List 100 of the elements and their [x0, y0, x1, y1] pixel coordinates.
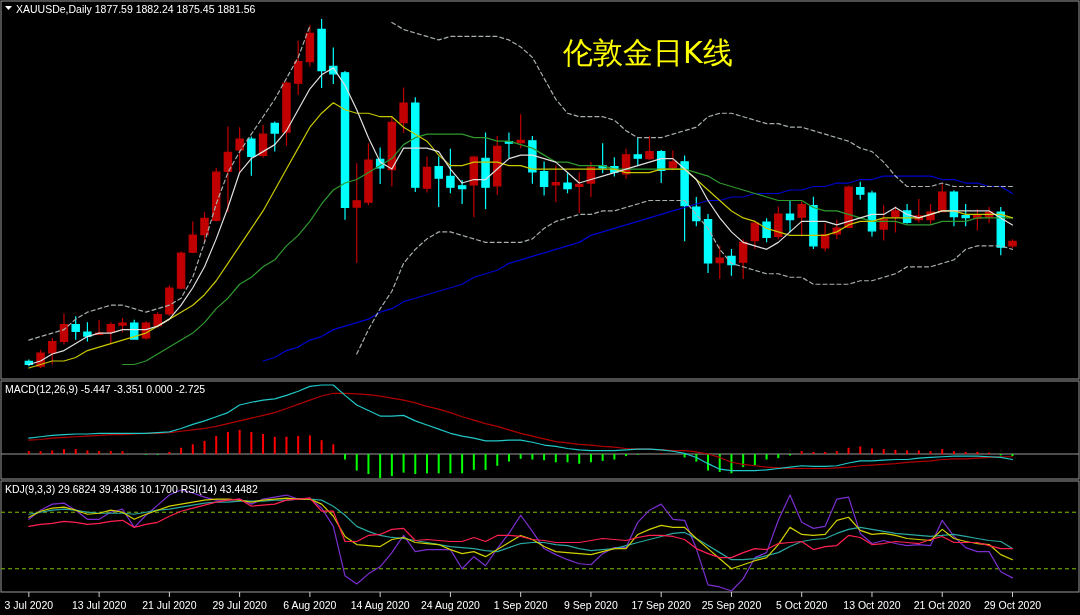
candlestick: [71, 315, 80, 341]
bar: [109, 451, 112, 454]
candlestick: [118, 317, 127, 333]
bar: [238, 429, 241, 454]
bar: [379, 454, 382, 479]
bar: [180, 447, 183, 454]
bar: [859, 446, 862, 454]
candlestick: [317, 18, 326, 89]
bar: [285, 436, 288, 454]
x-tick-label: 5 Oct 2020: [776, 599, 828, 611]
bar: [566, 454, 569, 463]
bar: [215, 436, 218, 454]
annotation: KDJ(9,3,3) 29.6824 39.4386 10.1700 RSI(14) 43.4482: [5, 483, 258, 495]
bar: [507, 454, 510, 462]
bar: [578, 454, 581, 464]
candlestick: [364, 142, 373, 206]
bar: [168, 451, 171, 454]
candlestick: [879, 204, 888, 242]
x-tick-label: 6 Aug 2020: [283, 599, 337, 611]
candlestick: [539, 160, 549, 197]
bar: [625, 454, 628, 457]
candlestick: [352, 162, 361, 264]
bar: [203, 440, 206, 454]
bar: [308, 435, 311, 454]
bar: [800, 451, 803, 454]
candlestick: [235, 126, 244, 174]
candlestick: [446, 148, 455, 194]
bar: [882, 449, 885, 454]
x-tick-label: 29 Oct 2020: [983, 599, 1042, 611]
candlestick: [762, 217, 771, 243]
x-tick-label: 21 Jul 2020: [142, 599, 197, 611]
candlestick: [1008, 238, 1017, 249]
x-tick-label: 9 Sep 2020: [564, 599, 618, 611]
candlestick: [797, 200, 806, 238]
bar: [976, 451, 979, 454]
bar: [484, 454, 487, 470]
bar: [461, 454, 464, 474]
x-tick-label: 21 Oct 2020: [913, 599, 971, 611]
candlestick: [83, 321, 92, 343]
candlestick: [633, 137, 643, 167]
bar: [519, 454, 522, 459]
candlestick: [48, 337, 57, 366]
bar: [426, 454, 428, 474]
candlestick: [493, 135, 502, 196]
candlestick: [938, 182, 947, 213]
candlestick: [738, 238, 748, 280]
bar: [847, 447, 850, 454]
x-tick-label: 25 Sep 2020: [701, 599, 762, 611]
candlestick: [153, 311, 162, 329]
bar: [414, 454, 417, 475]
candlestick: [774, 205, 783, 240]
x-tick-label: 13 Oct 2020: [843, 599, 901, 611]
bar: [344, 454, 347, 460]
candlestick: [785, 200, 795, 233]
candlestick: [223, 125, 233, 213]
bar: [964, 451, 967, 454]
bar: [191, 444, 194, 454]
x-tick-label: 13 Jul 2020: [71, 599, 127, 611]
candlestick: [809, 196, 818, 250]
candlestick: [293, 40, 303, 96]
bar: [753, 454, 756, 466]
candlestick: [820, 222, 830, 253]
bar: [589, 454, 592, 463]
candlestick: [399, 86, 408, 134]
bar: [1011, 454, 1014, 457]
bar: [835, 451, 838, 454]
bar: [742, 454, 745, 468]
candlestick: [856, 181, 865, 201]
candlestick: [258, 124, 268, 159]
candlestick: [422, 155, 432, 194]
candlestick: [59, 312, 69, 346]
candlestick: [680, 154, 689, 242]
bar: [250, 431, 253, 454]
x-tick-label: 14 Aug 2020: [350, 599, 410, 611]
candlestick: [270, 121, 279, 153]
candlestick: [750, 220, 760, 250]
candlestick: [891, 205, 900, 234]
x-tick-label: 1 Sep 2020: [493, 599, 548, 611]
bar: [27, 451, 30, 454]
bar: [941, 449, 944, 454]
candlestick: [703, 213, 713, 274]
candlestick: [961, 203, 970, 227]
candlestick: [200, 211, 209, 243]
bar: [98, 451, 101, 454]
bar: [929, 451, 932, 454]
bar: [870, 448, 873, 454]
bar: [355, 454, 358, 471]
annotation: MACD(12,26,9) -5.447 -3.351 0.000 -2.725: [5, 383, 206, 395]
candlestick: [563, 172, 572, 194]
x-tick-label: 3 Jul 2020: [4, 599, 54, 611]
bar: [894, 449, 897, 454]
candlestick: [574, 171, 584, 214]
bar: [402, 454, 405, 473]
bar: [613, 454, 616, 460]
candlestick: [106, 321, 116, 346]
candlestick: [434, 155, 443, 208]
candlestick: [516, 113, 525, 149]
x-tick-label: 24 Aug 2020: [420, 599, 481, 611]
text: XAUUSDe,Daily 1877.59 1882.24 1875.45 1881.56: [16, 3, 256, 15]
bar: [390, 454, 393, 477]
